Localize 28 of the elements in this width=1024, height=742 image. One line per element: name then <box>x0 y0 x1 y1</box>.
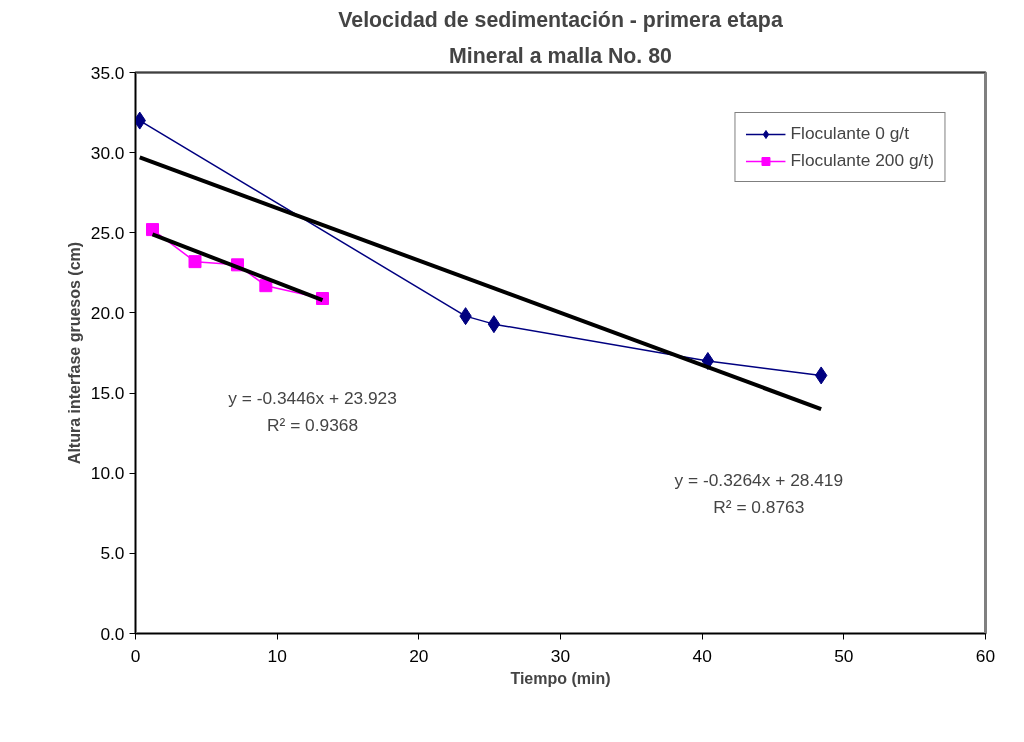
chart-subtitle: Mineral a malla No. 80 <box>449 43 672 68</box>
y-tick-label: 10.0 <box>90 463 125 484</box>
annotation: R² = 0.9368 <box>267 415 359 436</box>
y-tick-label: 25.0 <box>90 222 125 243</box>
point <box>487 315 501 334</box>
x-tick-label: 60 <box>975 645 996 666</box>
chart-title: Velocidad de sedimentación - primera etapa <box>338 7 783 32</box>
y-tick-label: 5.0 <box>100 543 125 564</box>
y-tick-label: 30.0 <box>90 142 125 163</box>
x-tick-label: 50 <box>834 645 854 666</box>
annotation: R² = 0.8763 <box>713 496 805 517</box>
y-tick-label: 15.0 <box>90 383 125 404</box>
y-tick-label: 35.0 <box>90 62 125 83</box>
x-tick-label: 0 <box>130 645 141 666</box>
point <box>188 255 202 269</box>
legend-label: Floculante 200 g/t) <box>790 150 934 171</box>
legend-label: Floculante 0 g/t <box>790 123 909 144</box>
y-axis-title: Altura interfase gruesos (cm) <box>65 241 83 465</box>
annotation: y = -0.3446x + 23.923 <box>228 387 397 408</box>
x-tick-label: 40 <box>692 645 712 666</box>
y-tick-label: 0.0 <box>100 623 125 644</box>
x-tick-label: 10 <box>267 645 287 666</box>
x-tick-label: 30 <box>550 645 571 666</box>
point <box>259 279 273 293</box>
x-axis-title: Tiempo (min) <box>510 669 611 687</box>
x-tick-label: 20 <box>409 645 429 666</box>
annotation: y = -0.3264x + 28.419 <box>674 469 844 490</box>
y-tick-label: 20.0 <box>90 302 125 323</box>
